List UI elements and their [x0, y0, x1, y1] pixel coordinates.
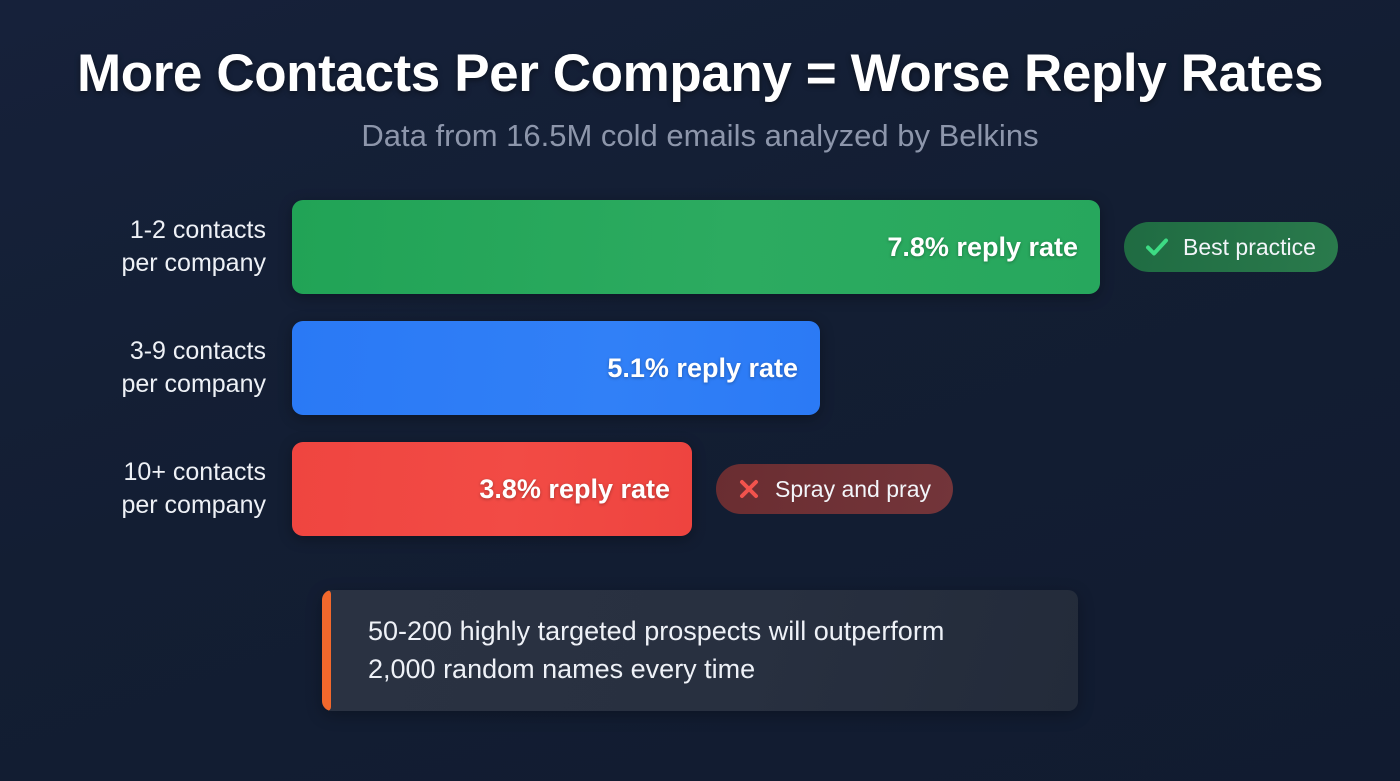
bar-value-label: 3.8% reply rate — [479, 473, 670, 504]
bar-1-2-contacts: 7.8% reply rate — [292, 200, 1100, 294]
category-label-line2: per company — [121, 249, 266, 277]
callout-line2: 2,000 random names every time — [368, 653, 756, 684]
chart-row: 10+ contacts per company 3.8% reply rate… — [0, 442, 1400, 536]
callout-text: 50-200 highly targeted prospects will ou… — [368, 613, 944, 688]
category-label-line1: 10+ contacts — [123, 458, 266, 486]
bar-value-label: 5.1% reply rate — [607, 352, 798, 383]
badge-label: Best practice — [1183, 233, 1316, 260]
callout-accent-bar — [322, 590, 331, 711]
chart-row: 1-2 contacts per company 7.8% reply rate… — [0, 200, 1400, 294]
callout-line1: 50-200 highly targeted prospects will ou… — [368, 616, 945, 647]
category-label-line2: per company — [121, 370, 266, 398]
category-label: 3-9 contacts per company — [0, 321, 268, 415]
bar-3-9-contacts: 5.1% reply rate — [292, 321, 820, 415]
cross-icon — [736, 476, 762, 502]
callout-box: 50-200 highly targeted prospects will ou… — [322, 590, 1078, 711]
page-subtitle: Data from 16.5M cold emails analyzed by … — [361, 117, 1039, 153]
bar-chart: 1-2 contacts per company 7.8% reply rate… — [0, 200, 1400, 563]
badge-best-practice: Best practice — [1124, 222, 1338, 272]
badge-label: Spray and pray — [775, 475, 931, 502]
badge-spray-and-pray: Spray and pray — [716, 464, 953, 514]
category-label: 10+ contacts per company — [0, 442, 268, 536]
chart-row: 3-9 contacts per company 5.1% reply rate — [0, 321, 1400, 415]
header: More Contacts Per Company = Worse Reply … — [0, 0, 1400, 153]
bar-value-label: 7.8% reply rate — [887, 231, 1078, 262]
page-title: More Contacts Per Company = Worse Reply … — [76, 44, 1324, 103]
bar-10-plus-contacts: 3.8% reply rate — [292, 442, 692, 536]
category-label-line1: 3-9 contacts — [129, 337, 266, 365]
category-label-line2: per company — [121, 491, 266, 519]
check-icon — [1144, 234, 1170, 260]
category-label-line1: 1-2 contacts — [129, 216, 266, 244]
category-label: 1-2 contacts per company — [0, 200, 268, 294]
